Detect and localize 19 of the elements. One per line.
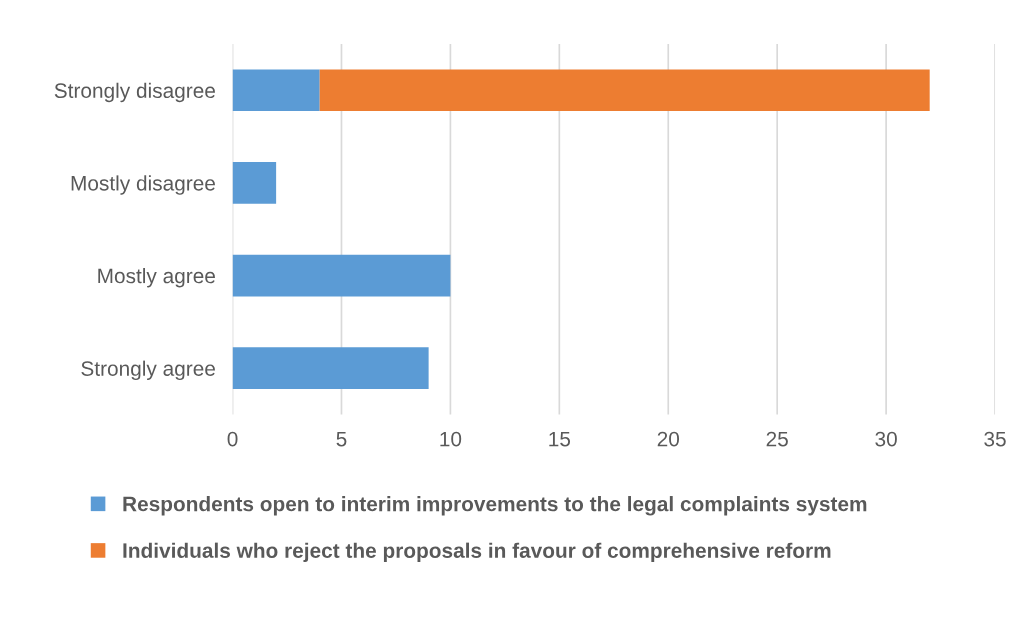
- x-tick-label: 20: [657, 431, 680, 447]
- x-tick-label: 0: [227, 431, 238, 447]
- x-tick-label: 5: [336, 431, 347, 447]
- bar: [232, 69, 320, 112]
- bar: [319, 69, 930, 112]
- bar: [232, 347, 429, 390]
- bar: [232, 254, 451, 297]
- x-tick-label: 15: [549, 431, 571, 447]
- x-tick-label: 35: [984, 431, 1006, 447]
- legend-label: Respondents open to interim improvements to the legal complaints system: [123, 496, 867, 516]
- x-tick-label: 25: [766, 431, 788, 447]
- y-tick-label: Mostly agree: [98, 267, 215, 288]
- x-tick-label: 30: [875, 431, 897, 447]
- y-tick-label: Strongly disagree: [54, 82, 215, 103]
- x-tick-label: 10: [440, 431, 462, 447]
- legend-label: Individuals who reject the proposals in favour of comprehensive reform: [123, 542, 831, 563]
- y-tick-label: Mostly disagree: [71, 175, 215, 195]
- bar: [232, 162, 277, 204]
- y-tick-label: Strongly agree: [81, 360, 215, 381]
